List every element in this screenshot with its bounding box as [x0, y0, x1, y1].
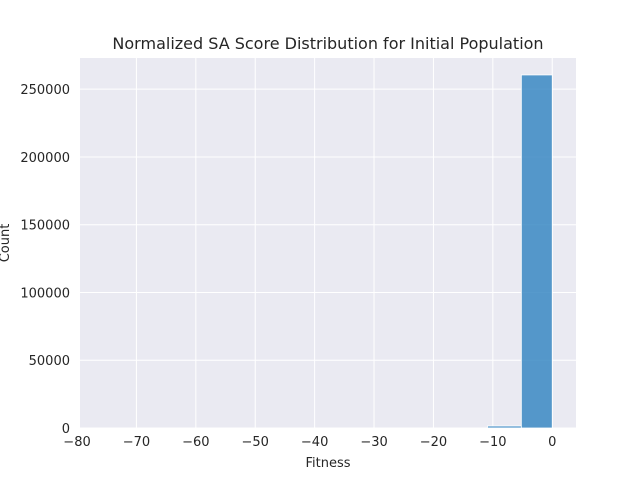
x-axis-label: Fitness — [305, 456, 350, 471]
x-tick-label: −60 — [182, 435, 209, 450]
x-tick-label: −50 — [242, 435, 269, 450]
y-tick-label: 50000 — [29, 354, 70, 369]
histogram-bar — [520, 74, 553, 429]
x-tick-label: −10 — [479, 435, 506, 450]
y-tick-label: 250000 — [20, 83, 70, 98]
x-tick-label: −70 — [123, 435, 150, 450]
y-tick-label: 150000 — [20, 219, 70, 234]
y-tick-label: 200000 — [20, 151, 70, 166]
x-tick-label: −20 — [420, 435, 447, 450]
histogram-bars — [487, 74, 553, 429]
x-tick-label: 0 — [548, 435, 556, 450]
chart-title: Normalized SA Score Distribution for Ini… — [112, 34, 543, 53]
x-tick-label: −80 — [63, 435, 90, 450]
plot-background — [80, 58, 576, 428]
y-axis-label: Count — [0, 224, 13, 263]
x-tick-label: −40 — [301, 435, 328, 450]
histogram-bar — [487, 425, 522, 429]
y-tick-label: 0 — [62, 422, 70, 437]
x-tick-label: −30 — [360, 435, 387, 450]
x-tick-labels: −80 −70 −60 −50 −40 −30 −20 −10 0 — [63, 435, 556, 450]
y-tick-labels: 0 50000 100000 150000 200000 250000 — [20, 83, 70, 437]
x-gridlines — [76, 58, 553, 428]
y-tick-label: 100000 — [20, 286, 70, 301]
